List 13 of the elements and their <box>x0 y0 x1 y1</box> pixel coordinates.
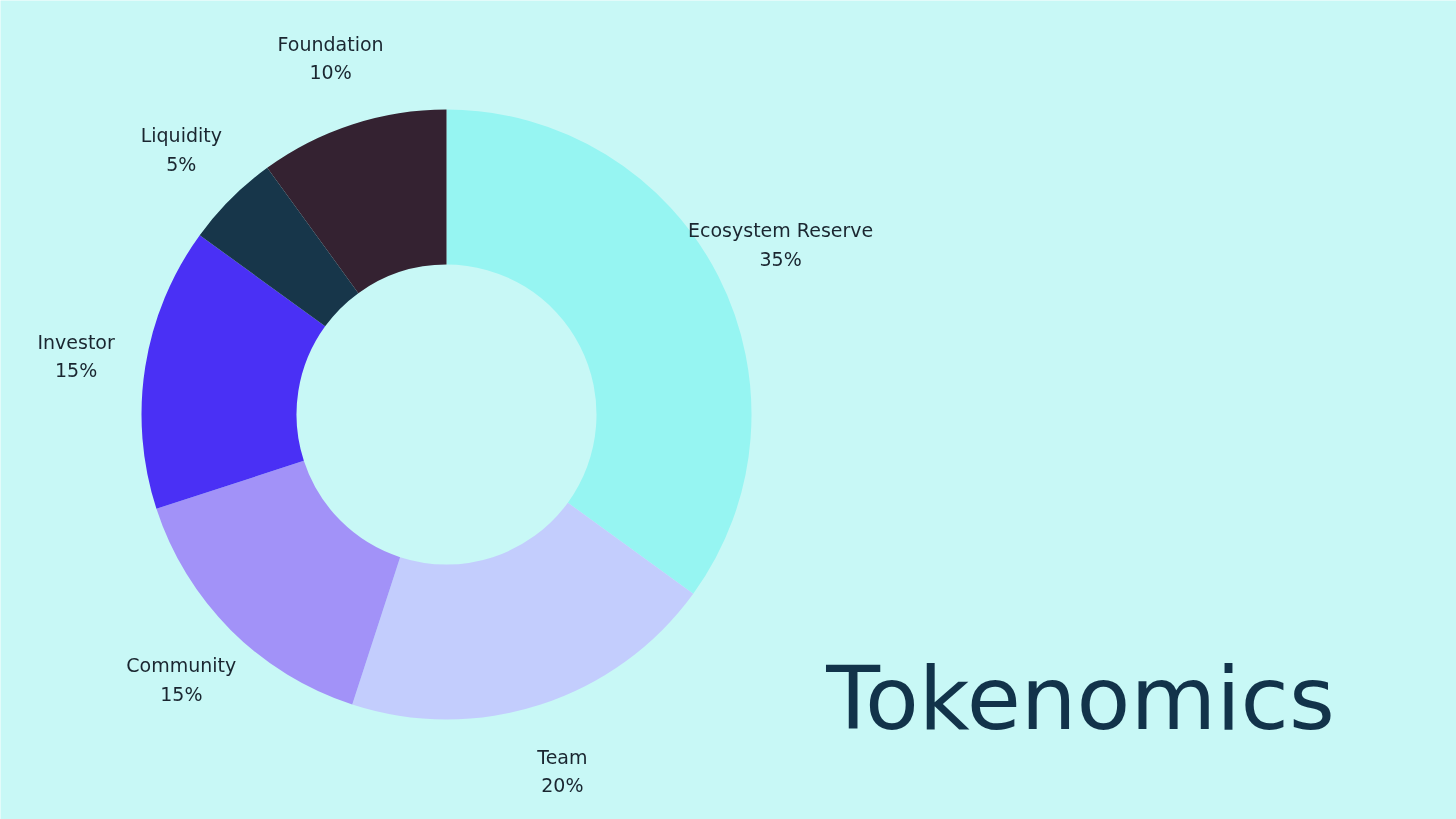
slice-label: Team <box>536 745 588 768</box>
data-label: 15% <box>55 359 98 382</box>
slice-label: Investor <box>37 330 115 353</box>
data-label: 5% <box>166 152 197 175</box>
data-label: 15% <box>160 682 203 705</box>
data-label: 20% <box>541 774 584 797</box>
slice-label: Ecosystem Reserve <box>688 218 874 241</box>
slice-label: Foundation <box>277 32 384 55</box>
slice-label: Community <box>126 654 237 677</box>
data-label: 10% <box>309 61 352 84</box>
slice-label: Liquidity <box>140 124 222 147</box>
data-label: 35% <box>759 247 802 270</box>
text: Tokenomics <box>825 647 1335 750</box>
